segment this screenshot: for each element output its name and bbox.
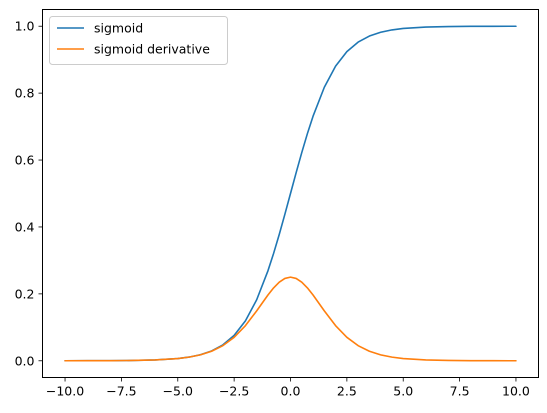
y-axis: 0.0 0.2 0.4 0.6 0.8 1.0 <box>15 19 43 368</box>
y-tick-label: 0.6 <box>15 153 35 168</box>
x-tick-label: −2.5 <box>219 384 249 399</box>
lines-layer <box>64 25 517 362</box>
x-tick-label: 5.0 <box>393 384 413 399</box>
y-tick-label: 0.8 <box>15 86 35 101</box>
y-tick-label: 0.4 <box>15 219 35 234</box>
series-line-sigmoid-derivative <box>64 276 517 362</box>
x-tick-label: −10.0 <box>46 384 84 399</box>
x-axis: −10.0 −7.5 −5.0 −2.5 0.0 2.5 5.0 7.5 10.0 <box>46 377 530 399</box>
y-tick-label: 0.0 <box>15 353 35 368</box>
legend-label-sigmoid-derivative: sigmoid derivative <box>94 42 210 57</box>
legend-box <box>49 16 228 65</box>
legend: sigmoid sigmoid derivative <box>49 16 228 65</box>
x-tick-label: −5.0 <box>163 384 193 399</box>
x-tick-label: 0.0 <box>281 384 301 399</box>
y-tick-label: 1.0 <box>15 19 35 34</box>
x-tick-label: 10.0 <box>502 384 530 399</box>
x-tick-label: −7.5 <box>106 384 136 399</box>
legend-label-sigmoid: sigmoid <box>94 21 143 36</box>
x-tick-label: 7.5 <box>450 384 470 399</box>
series-line-sigmoid <box>64 25 517 362</box>
x-tick-label: 2.5 <box>337 384 357 399</box>
y-tick-label: 0.2 <box>15 286 35 301</box>
